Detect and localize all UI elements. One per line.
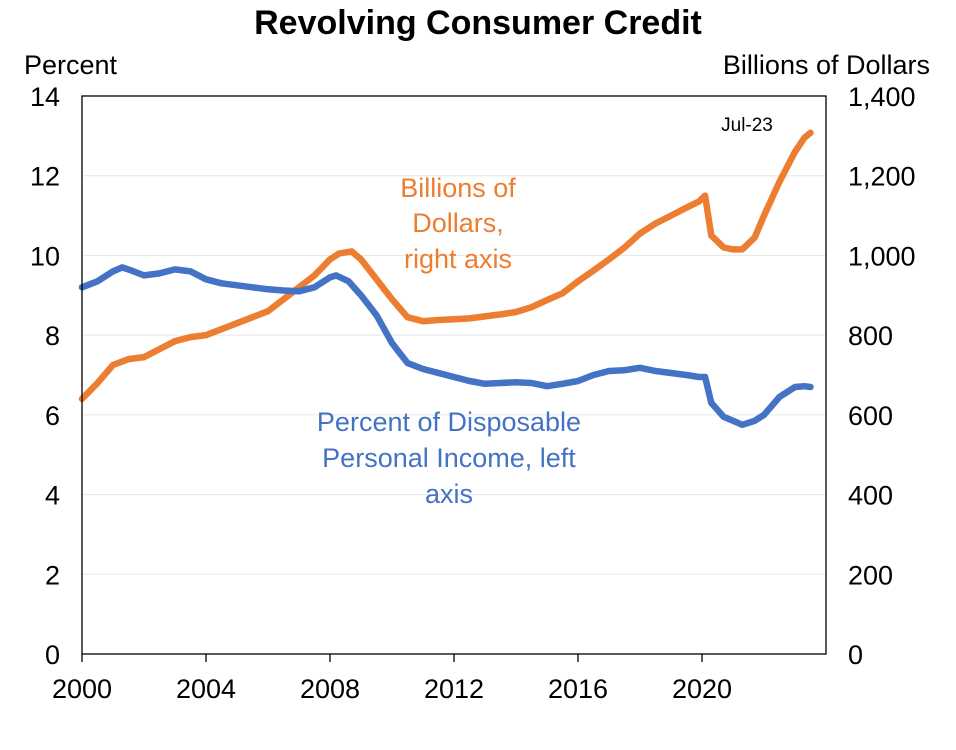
orange-series-label-line-1: Billions of: [400, 173, 516, 203]
left-tick-label: 4: [45, 481, 60, 511]
right-tick-label: 200: [848, 560, 893, 590]
series-line-percent: [78, 264, 814, 429]
series-line-billions: [78, 129, 814, 403]
right-tick-label: 400: [848, 481, 893, 511]
left-axis-label: Percent: [24, 50, 118, 80]
left-tick-label: 10: [30, 241, 60, 271]
left-tick-label: 6: [45, 401, 60, 431]
end-annotation: Jul-23: [721, 115, 773, 136]
left-tick-label: 12: [30, 162, 60, 192]
left-tick-label: 2: [45, 560, 60, 590]
blue-series-label-line-1: Percent of Disposable: [317, 407, 581, 437]
blue-series-label-line-2: Personal Income, left: [322, 443, 576, 473]
right-tick-label: 1,000: [848, 241, 916, 271]
blue-series-label: Percent of Disposable Personal Income, l…: [317, 407, 581, 509]
x-axis-ticks: 2000 2004 2008 2012 2016 2020: [52, 654, 732, 704]
right-axis-label: Billions of Dollars: [723, 50, 930, 80]
x-tick-label: 2004: [176, 674, 236, 704]
left-axis-ticks: 0 2 4 6 8 10 12 14: [30, 82, 60, 670]
x-tick-label: 2000: [52, 674, 112, 704]
right-axis-ticks: 0 200 400 600 800 1,000 1,200 1,400: [848, 82, 916, 670]
chart-title: Revolving Consumer Credit: [254, 4, 702, 42]
x-tick-label: 2012: [424, 674, 484, 704]
left-tick-label: 0: [45, 640, 60, 670]
right-tick-label: 600: [848, 401, 893, 431]
x-tick-label: 2016: [548, 674, 608, 704]
orange-series-label-line-2: Dollars,: [412, 208, 504, 238]
x-tick-label: 2020: [672, 674, 732, 704]
left-tick-label: 14: [30, 82, 60, 112]
x-tick-label: 2008: [300, 674, 360, 704]
orange-series-label: Billions of Dollars, right axis: [400, 173, 516, 274]
right-tick-label: 1,200: [848, 162, 916, 192]
blue-series-label-line-3: axis: [425, 479, 473, 509]
plot-frame: [81, 95, 827, 655]
right-tick-label: 1,400: [848, 82, 916, 112]
orange-series-label-line-3: right axis: [404, 244, 512, 274]
right-tick-label: 0: [848, 640, 863, 670]
right-tick-label: 800: [848, 321, 893, 351]
left-tick-label: 8: [45, 321, 60, 351]
series-lines: [78, 129, 814, 429]
